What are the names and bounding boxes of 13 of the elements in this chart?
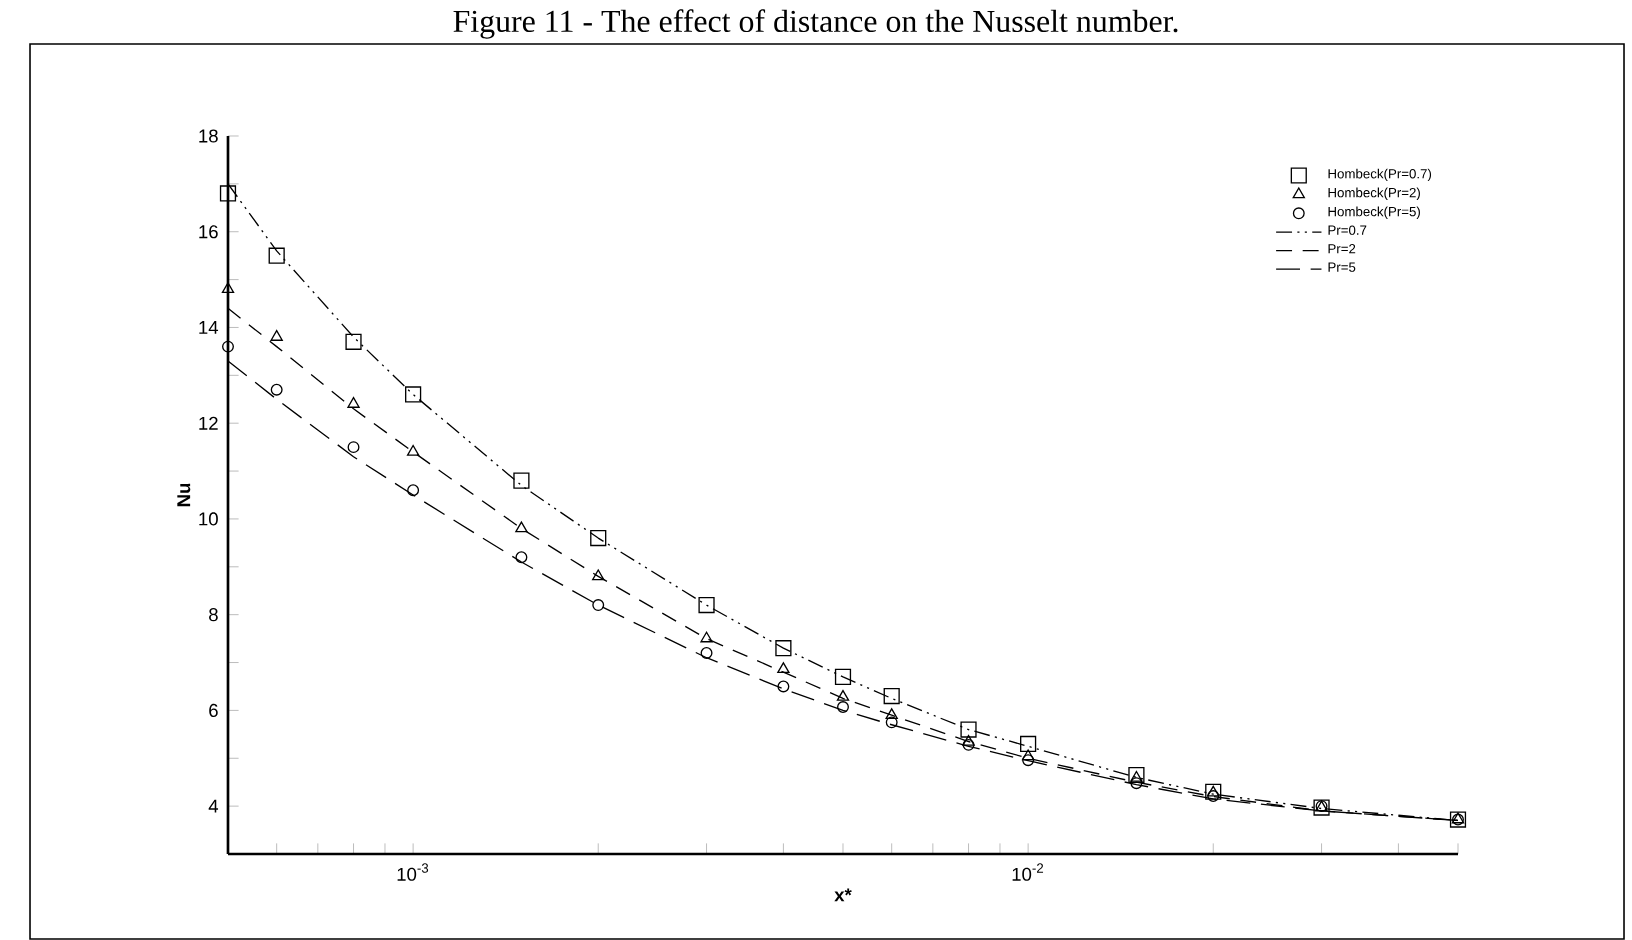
y-tick-label: 8	[209, 608, 218, 622]
y-axis-title: Nu	[177, 483, 191, 507]
y-tick-label: 16	[199, 225, 218, 239]
x-tick-label: 10$^{-3}$	[397, 863, 429, 881]
y-tick-label: 6	[209, 703, 218, 717]
x-tick-label: 10$^{-2}$	[1012, 863, 1044, 881]
y-tick-label: 10	[199, 512, 218, 526]
x-axis-title: x*	[834, 888, 852, 902]
y-tick-label: 14	[199, 321, 219, 334]
y-tick-label: 18	[199, 129, 218, 143]
chart-title: Figure 11 - The effect of distance on the Nusselt number.	[453, 9, 1178, 39]
y-tick-label: 4	[208, 799, 219, 813]
y-tick-label: 12	[199, 416, 218, 430]
